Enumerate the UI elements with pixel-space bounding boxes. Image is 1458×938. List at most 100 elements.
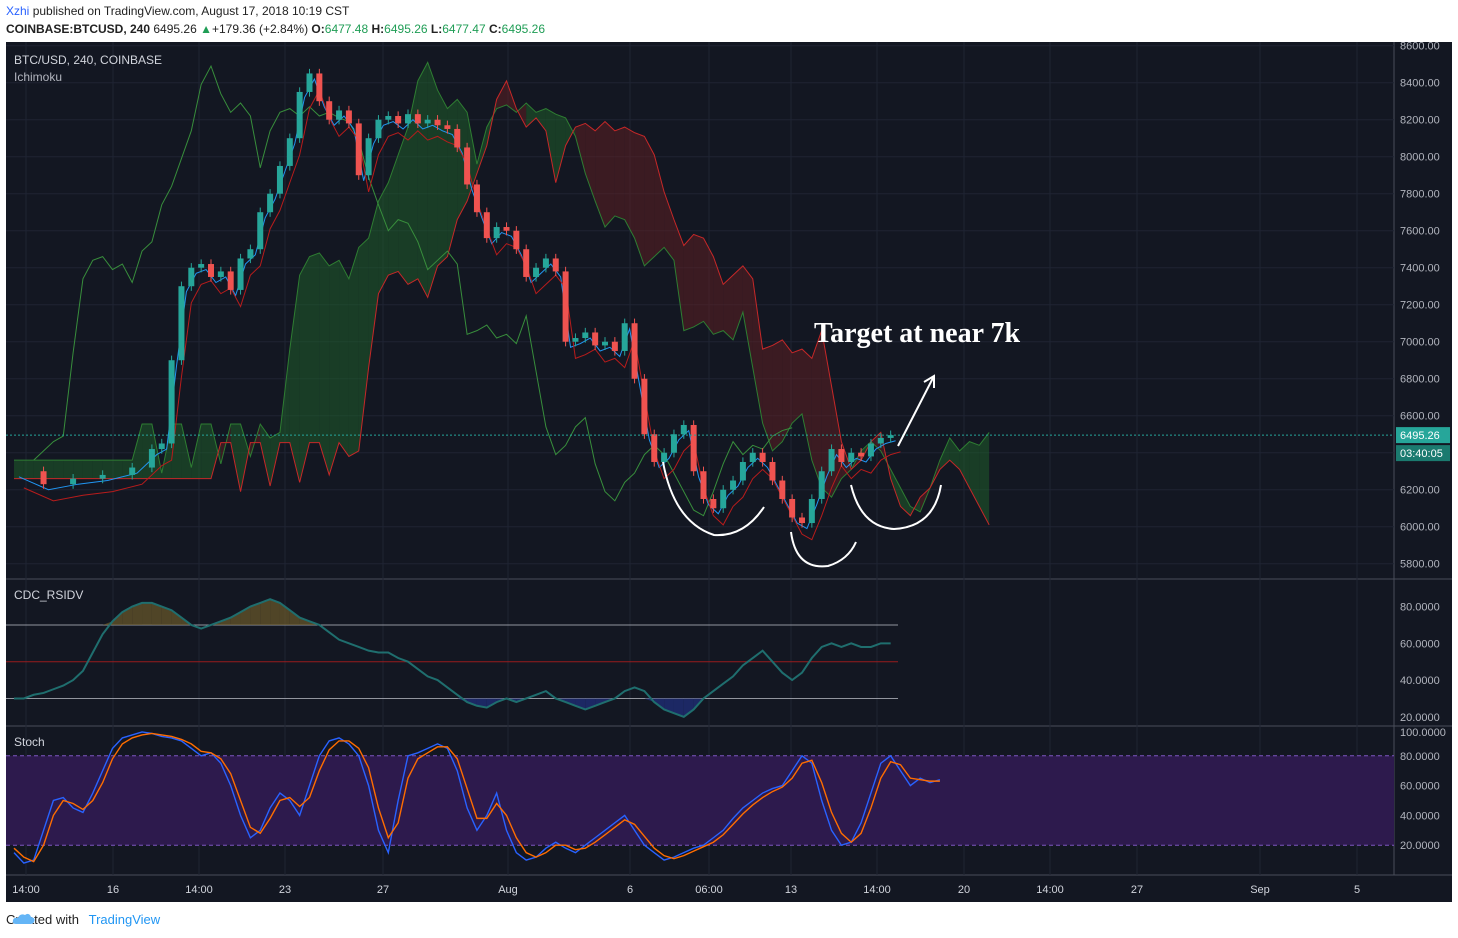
rsi-overbought-fill [132, 602, 143, 625]
ichimoku-cloud-segment [752, 278, 763, 424]
price-tick-label: 7800.00 [1400, 189, 1440, 201]
candle-body [365, 138, 372, 176]
stoch-band-fill [6, 755, 1394, 846]
price-tick-label: 6800.00 [1400, 374, 1440, 386]
ichimoku-cloud-segment [939, 437, 950, 470]
price-tick-label: 8400.00 [1400, 78, 1440, 90]
time-tick-label: 27 [377, 884, 389, 896]
rsi-tick-label: 40.0000 [1400, 675, 1440, 687]
ichimoku-cloud-segment [201, 424, 211, 479]
rsi-overbought-fill [289, 610, 300, 625]
ichimoku-cloud-segment [53, 460, 64, 479]
ichimoku-cloud-segment [870, 432, 881, 451]
ichimoku-cloud-segment [388, 154, 399, 276]
candle-body [414, 114, 421, 124]
rsi-overbought-fill [270, 599, 280, 625]
candle-body [306, 73, 313, 92]
candle-body [641, 378, 648, 435]
ichimoku-cloud-segment [240, 424, 251, 492]
last-price-badge [1396, 427, 1450, 444]
candle-body [385, 116, 392, 120]
rsi-oversold-fill [683, 698, 694, 717]
last-price: 6495.26 [153, 22, 197, 36]
time-tick-label: Aug [498, 884, 518, 896]
ichimoku-cloud-segment [368, 201, 379, 368]
candle-body [267, 193, 274, 213]
candle-body [631, 323, 638, 379]
time-tick-label: 5 [1354, 884, 1360, 896]
time-tick-label: 14:00 [12, 884, 40, 896]
target-arrow [897, 374, 935, 447]
pattern-curve [790, 531, 857, 568]
ichimoku-cloud-segment [82, 460, 93, 479]
ichimoku-cloud-segment [516, 103, 527, 128]
ichimoku-cloud-segment [733, 265, 743, 340]
candle-body [592, 332, 599, 346]
stoch-k-line [13, 731, 941, 864]
author-link[interactable]: Xzhi [6, 4, 30, 18]
candle-body [503, 227, 510, 231]
rsi-oversold-fill [575, 698, 586, 710]
last-price-label: 6495.26 [1400, 430, 1440, 442]
ichimoku-cloud-segment [644, 136, 655, 266]
ichimoku-cloud-segment [181, 424, 192, 479]
candle-body [730, 480, 737, 490]
ichimoku-cloud-segment [398, 127, 408, 285]
chart-frame[interactable]: 8600.00 8400.00 8200.00 8000.00 7800.00 7600.… [6, 42, 1452, 902]
rsi-overbought-fill [142, 602, 152, 625]
candle-body [355, 123, 362, 176]
pattern-curve [850, 484, 942, 531]
ichimoku-cloud-segment [437, 90, 448, 266]
ichimoku-cloud-segment [191, 424, 202, 479]
ichimoku-cloud-segment [73, 460, 83, 479]
candle-body [867, 443, 874, 457]
candle-body [838, 449, 845, 462]
l-value: 6477.47 [442, 22, 486, 36]
ichimoku-cloud-segment [339, 260, 349, 457]
candle-body [395, 116, 402, 124]
candle-body [887, 435, 894, 438]
ichimoku-cloud-segment [92, 460, 103, 479]
candle-body [148, 449, 155, 468]
candle-body [720, 489, 727, 509]
ichimoku-cloud-segment [585, 123, 596, 202]
price-tick-label: 8000.00 [1400, 152, 1440, 164]
ichimoku-cloud-segment [565, 117, 576, 146]
ichimoku-cloud-segment [132, 424, 143, 479]
candle-body [611, 341, 618, 351]
tradingview-brand-link[interactable]: TradingView [88, 912, 161, 927]
time-tick-label: 13 [785, 884, 797, 896]
ichimoku-cloud-segment [624, 127, 635, 239]
ichimoku-cloud-segment [447, 99, 458, 257]
candle-body [513, 230, 520, 250]
rsi-overbought-fill [161, 606, 172, 625]
ichimoku-cloud-segment [782, 339, 793, 442]
candle-body [542, 258, 549, 268]
ichimoku-cloud-segment [545, 108, 556, 183]
rsi-tick-label: 60.0000 [1400, 638, 1440, 650]
publish-line: Xzhi published on TradingView.com, Augus… [6, 4, 349, 18]
candle-body [198, 264, 205, 268]
stoch-tick-label: 80.0000 [1400, 751, 1440, 763]
candle-body [473, 184, 480, 213]
ichimoku-cloud-segment [575, 123, 586, 174]
ichimoku-cloud-segment [949, 437, 960, 470]
ichimoku-cloud-segment [772, 339, 783, 451]
candle-body [828, 449, 835, 472]
candle-body [257, 212, 264, 250]
price-tick-label: 8200.00 [1400, 115, 1440, 127]
candle-body [680, 424, 687, 435]
annotation-text: Target at near 7k [814, 318, 1021, 349]
time-tick-label: 06:00 [695, 884, 723, 896]
ichimoku-cloud-segment [299, 256, 310, 483]
price-tick-label: 7200.00 [1400, 300, 1440, 312]
ichimoku-cloud-segment [23, 460, 34, 479]
candle-body [769, 461, 776, 481]
ichimoku-cloud-segment [959, 441, 970, 488]
candle-body [651, 434, 658, 462]
candle-body [710, 498, 717, 509]
stoch-tick-label: 20.0000 [1400, 840, 1440, 852]
chart-canvas[interactable]: 8600.00 8400.00 8200.00 8000.00 7800.00 7600.… [6, 42, 1452, 902]
candle-body [661, 452, 668, 462]
candle-body [405, 114, 411, 124]
